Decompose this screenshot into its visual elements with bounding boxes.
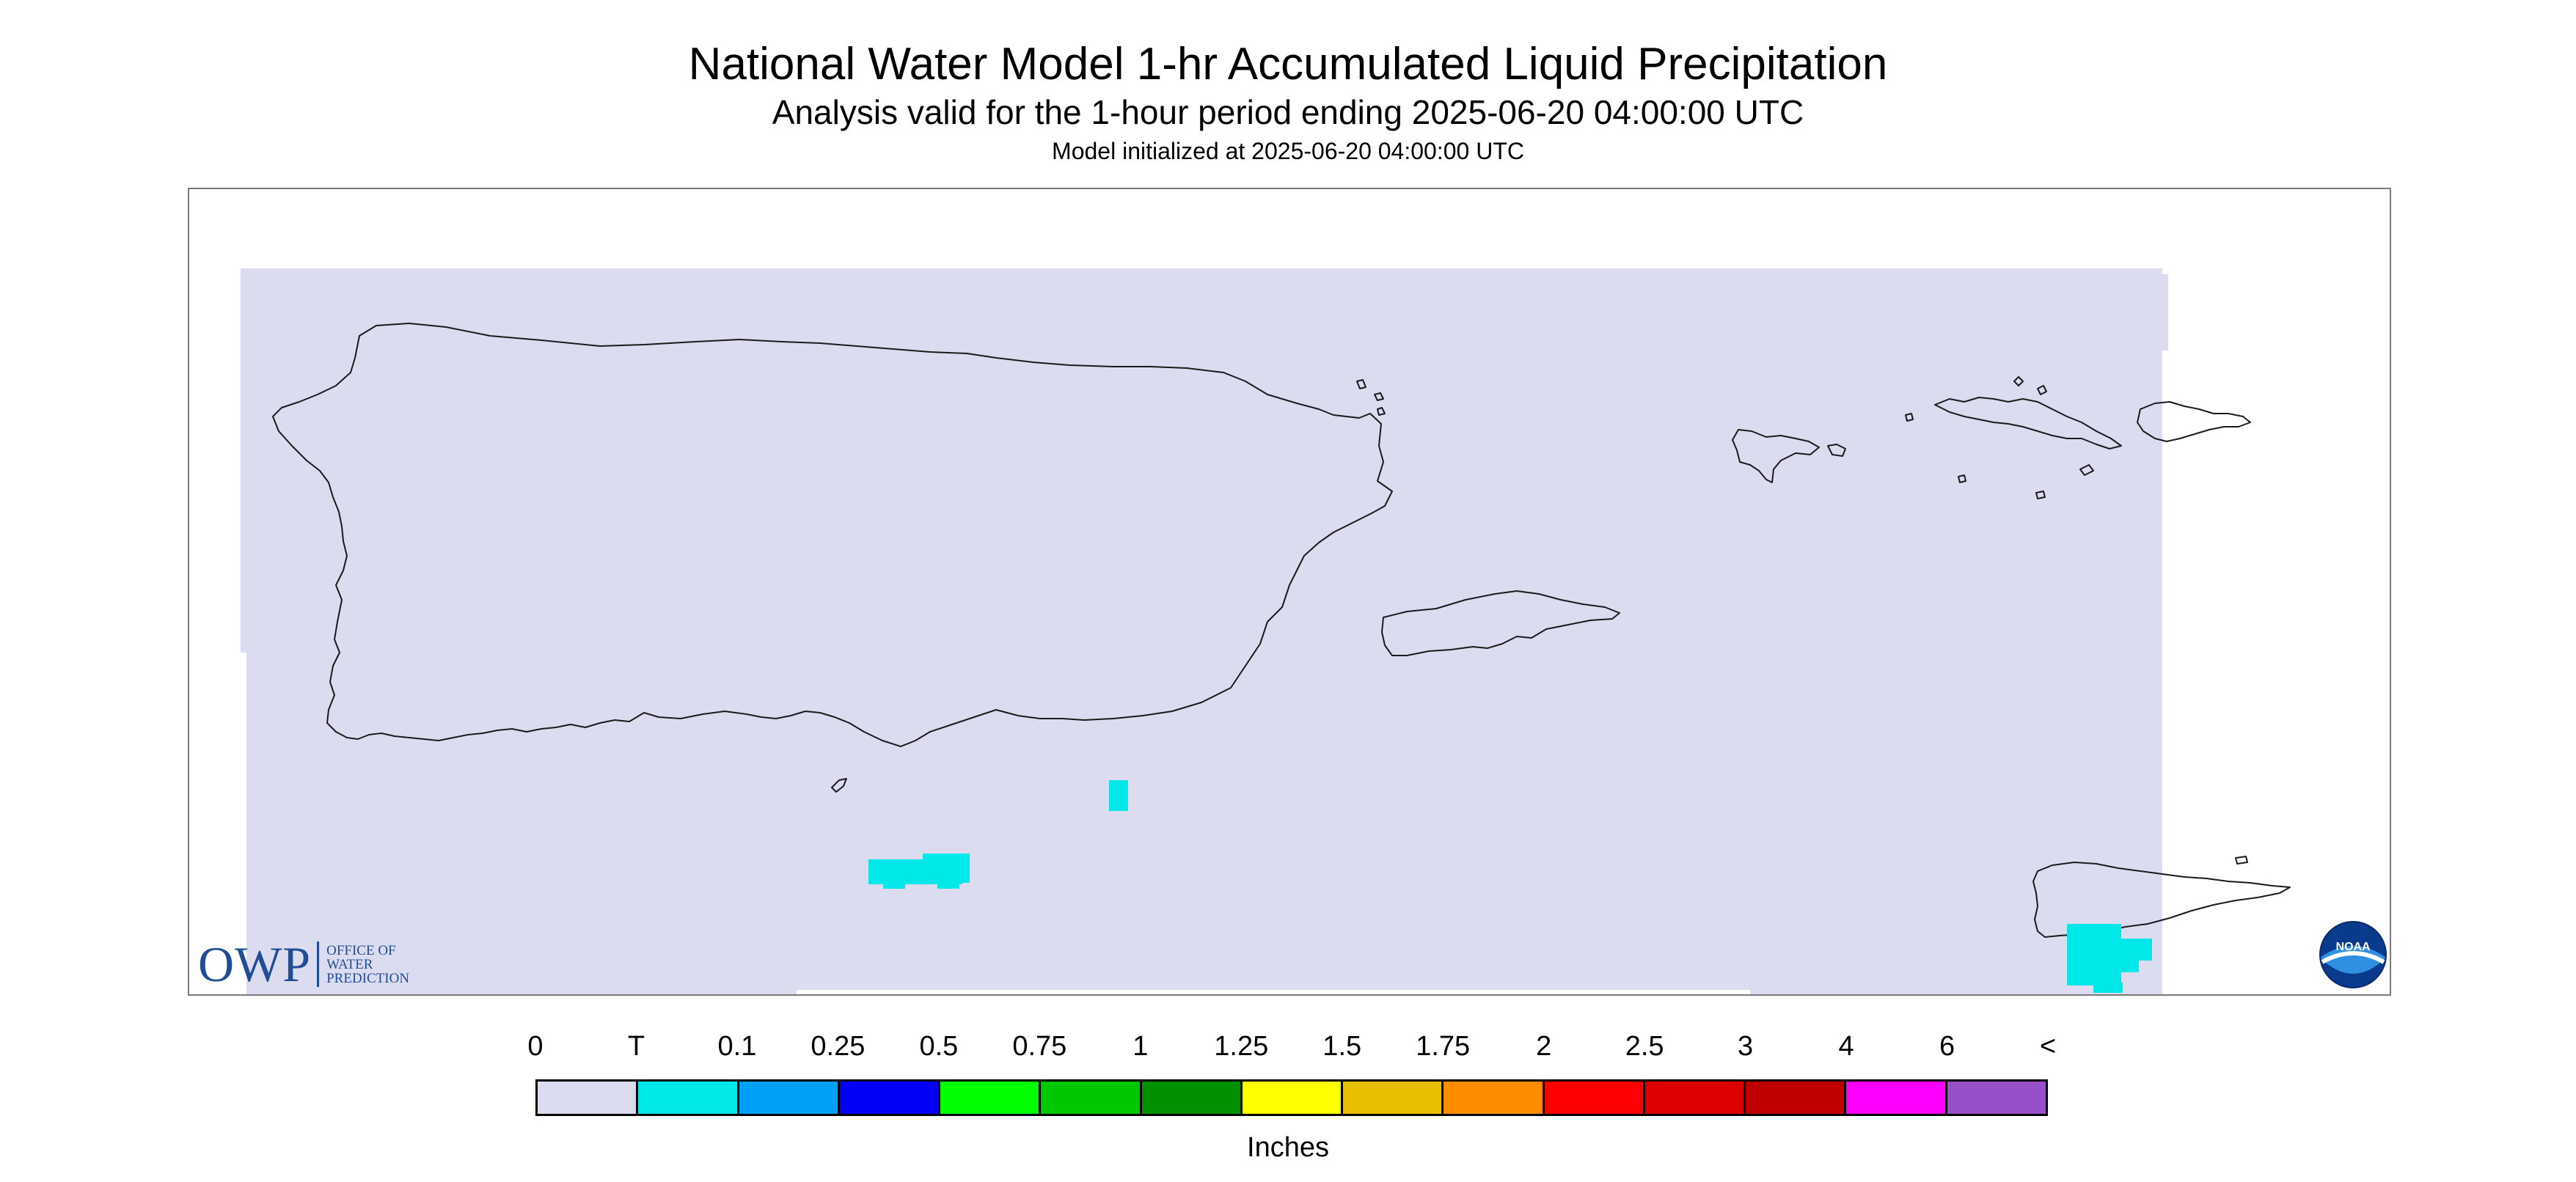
legend-labels: 0 T 0.1 0.25 0.5 0.75 1 1.25 1.5 1.75 2 2.5 3 4 6 <	[0, 1028, 2576, 1065]
legend-label: 1.25	[1214, 1031, 1269, 1062]
colorbar-swatch	[940, 1082, 1042, 1114]
precip-cell	[923, 854, 970, 883]
precip-cell	[2111, 939, 2152, 961]
colorbar-swatch	[1242, 1082, 1344, 1114]
model-init-time: Model initialized at 2025-06-20 04:00:00…	[1052, 138, 1524, 164]
islet-coastline	[1958, 474, 1966, 483]
legend-label: 0.25	[811, 1031, 866, 1062]
islet-coastline	[2079, 464, 2094, 476]
noaa-logo-text: NOAA	[2335, 941, 2371, 953]
colorbar-swatch	[1443, 1082, 1545, 1114]
legend-label: 6	[1939, 1031, 1955, 1062]
legend-label: 2	[1536, 1031, 1552, 1062]
colorbar-swatch	[638, 1082, 739, 1114]
owp-logo: OWP OFFICE OF WATER PREDICTION	[198, 939, 409, 990]
precip-cell	[1109, 780, 1128, 811]
islet-coastline	[2235, 856, 2248, 865]
legend-label: 2.5	[1625, 1031, 1664, 1062]
colorbar-swatch	[1846, 1082, 1947, 1114]
colorbar-swatch	[1041, 1082, 1142, 1114]
owp-logo-text: OWP	[198, 936, 312, 992]
islet-coastline	[2013, 376, 2024, 386]
culebrita-coastline	[1827, 444, 1846, 457]
islet-coastline	[2035, 491, 2046, 499]
st-john-coastline	[2137, 401, 2251, 442]
colorbar-swatch	[1644, 1082, 1746, 1114]
legend-label: T	[627, 1031, 645, 1062]
islet-coastline	[1905, 413, 1914, 422]
map-subtitle: Analysis valid for the 1-hour period end…	[772, 93, 1804, 131]
precip-cell	[937, 881, 959, 889]
legend-label: 0.75	[1012, 1031, 1067, 1062]
precip-cell	[883, 881, 905, 889]
model-domain	[241, 268, 2168, 994]
precipitation-map	[241, 268, 2291, 994]
colorbar-swatch	[839, 1082, 941, 1114]
islet-coastline	[1377, 407, 1386, 416]
islet-coastline	[1374, 392, 1384, 401]
colorbar-swatch	[739, 1082, 840, 1114]
st-croix-coastline	[2032, 862, 2291, 938]
legend-label: 0.5	[919, 1031, 959, 1062]
precip-cell	[2093, 983, 2123, 993]
noaa-logo: NOAA	[2318, 919, 2388, 990]
islet-coastline	[2037, 385, 2047, 395]
culebra-coastline	[1732, 429, 1820, 483]
owp-logo-divider	[317, 941, 320, 987]
map-title: National Water Model 1-hr Accumulated Li…	[688, 39, 1888, 89]
legend-units: Inches	[1247, 1132, 1329, 1163]
map-panel	[188, 188, 2391, 996]
caja-de-muertos-coastline	[831, 778, 847, 793]
colorbar-swatch	[538, 1082, 639, 1114]
legend-label: 0	[527, 1031, 544, 1062]
colorbar-swatch	[1343, 1082, 1444, 1114]
colorbar-swatch	[1544, 1082, 1645, 1114]
colorbar-swatch	[1141, 1082, 1243, 1114]
precip-cell	[2121, 959, 2139, 972]
legend-label: 1.5	[1322, 1031, 1362, 1062]
precipitation-cells	[868, 780, 2152, 993]
colorbar-swatch	[1746, 1082, 1847, 1114]
puerto-rico-coastline	[272, 323, 1393, 747]
precip-colorbar	[535, 1079, 2048, 1116]
legend-label: 1.75	[1416, 1031, 1471, 1062]
legend-label: 0.1	[717, 1031, 757, 1062]
legend-label: 3	[1738, 1031, 1754, 1062]
legend-label: 1	[1133, 1031, 1149, 1062]
legend-label: 4	[1838, 1031, 1854, 1062]
noaa-emblem-icon: NOAA	[2319, 920, 2387, 989]
legend-label: <	[2039, 1031, 2057, 1062]
owp-logo-subtext: OFFICE OF WATER PREDICTION	[326, 942, 410, 986]
vieques-coastline	[1381, 590, 1620, 656]
islet-coastline	[1356, 379, 1366, 389]
st-thomas-coastline	[1934, 397, 2122, 449]
colorbar-swatch	[1947, 1082, 2046, 1114]
